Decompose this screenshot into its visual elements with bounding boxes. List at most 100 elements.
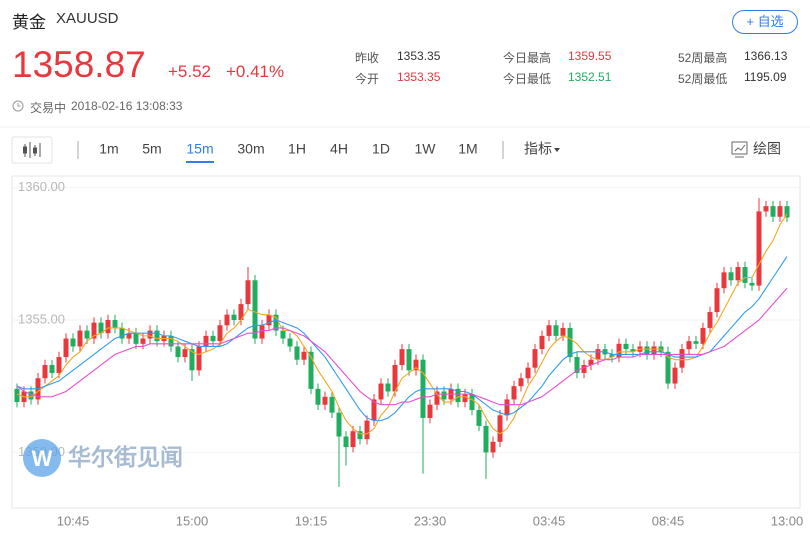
candle-body	[133, 333, 139, 344]
stat-value: 1353.35	[397, 49, 441, 63]
candle-body	[329, 396, 335, 413]
watermark-text: 华尔街见闻	[68, 444, 183, 470]
candle-body	[210, 335, 216, 342]
x-tick-label: 03:45	[533, 513, 566, 528]
interval-button[interactable]: 1D	[372, 141, 390, 157]
candle-body	[490, 441, 496, 453]
candle-body	[196, 346, 202, 371]
candle-body	[749, 282, 755, 286]
stat-label: 昨收	[355, 51, 380, 65]
candle-body	[168, 335, 174, 347]
watch-button[interactable]: + 自选	[732, 10, 798, 34]
candle-body	[434, 391, 440, 405]
candle-body	[686, 341, 692, 350]
candle-body	[455, 388, 461, 403]
candle-body	[700, 327, 706, 344]
x-tick-label: 23:30	[414, 513, 447, 528]
candle-body	[259, 325, 265, 339]
watermark: W 华尔街见闻	[23, 439, 183, 477]
indicator-button[interactable]: 指标	[524, 141, 552, 157]
candle-body	[672, 367, 678, 384]
candle-body	[756, 211, 762, 286]
interval-button[interactable]: 1H	[288, 141, 306, 157]
watermark-logo	[23, 439, 61, 477]
candle-body	[427, 404, 433, 418]
moving-average-line	[16, 256, 788, 422]
candle-body	[406, 349, 412, 371]
clock-icon	[12, 100, 24, 112]
candle-body	[623, 343, 629, 350]
candle-body	[462, 394, 468, 403]
candle-body	[378, 383, 384, 400]
stat-value: 1352.51	[568, 70, 612, 84]
candle-body	[581, 365, 587, 373]
candle-body	[539, 335, 545, 350]
candle-body	[476, 410, 482, 426]
candle-body	[525, 367, 531, 379]
candle-body	[294, 346, 300, 360]
candle-body	[784, 206, 790, 218]
candle-body	[679, 349, 685, 368]
x-tick-label: 08:45	[652, 513, 685, 528]
timestamp: 2018-02-16 13:08:33	[71, 99, 183, 113]
interval-button[interactable]: 1W	[415, 141, 437, 157]
candle-body	[56, 357, 62, 373]
candle-body	[385, 383, 391, 392]
interval-button[interactable]: 4H	[330, 141, 348, 157]
candle-body	[315, 388, 321, 405]
candle-body	[203, 335, 209, 347]
candle-body	[140, 338, 146, 344]
candle-body	[735, 267, 741, 281]
candle-body	[651, 346, 657, 355]
candle-body	[707, 312, 713, 328]
dropdown-caret	[554, 148, 560, 152]
candle-body	[182, 349, 188, 358]
candle-body	[175, 346, 181, 358]
candle-body	[371, 399, 377, 421]
candle-body	[126, 333, 132, 339]
candle-body	[63, 338, 69, 358]
candle-body	[665, 351, 671, 384]
candle-body	[273, 314, 279, 331]
interval-button[interactable]: 1M	[458, 141, 477, 157]
candle-body	[217, 325, 223, 342]
price: 1358.87	[12, 44, 146, 85]
candle-body	[721, 272, 727, 289]
candle-body	[91, 322, 97, 339]
x-tick-label: 15:00	[176, 513, 209, 528]
stat-label: 今日最高	[503, 51, 552, 65]
candle-body	[238, 304, 244, 320]
interval-button[interactable]: 30m	[237, 141, 264, 157]
candle-body	[777, 206, 783, 217]
candle-body	[518, 378, 524, 387]
candle-body	[322, 396, 328, 405]
candle-body	[504, 399, 510, 416]
interval-button[interactable]: 15m	[186, 141, 213, 157]
candle-body	[336, 412, 342, 437]
asset-name: 黄金	[12, 13, 46, 32]
candle-body	[588, 359, 594, 366]
candle-body	[147, 330, 153, 339]
candle-body	[770, 206, 776, 217]
change: +5.52	[168, 62, 212, 81]
candle-body	[364, 420, 370, 440]
candle-body	[595, 349, 601, 360]
candle-body	[546, 325, 552, 336]
candle-body	[343, 436, 349, 448]
candle-body	[105, 319, 111, 334]
candle-body	[98, 322, 104, 334]
candle-body	[308, 351, 314, 389]
interval-button[interactable]: 5m	[142, 141, 161, 157]
candle-body	[119, 327, 125, 339]
candle-body	[728, 272, 734, 281]
watermark-logo-text: W	[32, 446, 53, 471]
candle-body	[77, 330, 83, 347]
candle-body	[567, 327, 573, 358]
candle-body	[154, 330, 160, 342]
draw-button[interactable]: 绘图	[753, 141, 781, 157]
interval-button[interactable]: 1m	[99, 141, 118, 157]
candle-body	[189, 349, 195, 371]
candle-body	[413, 359, 419, 371]
chart-type-button[interactable]	[11, 136, 53, 164]
